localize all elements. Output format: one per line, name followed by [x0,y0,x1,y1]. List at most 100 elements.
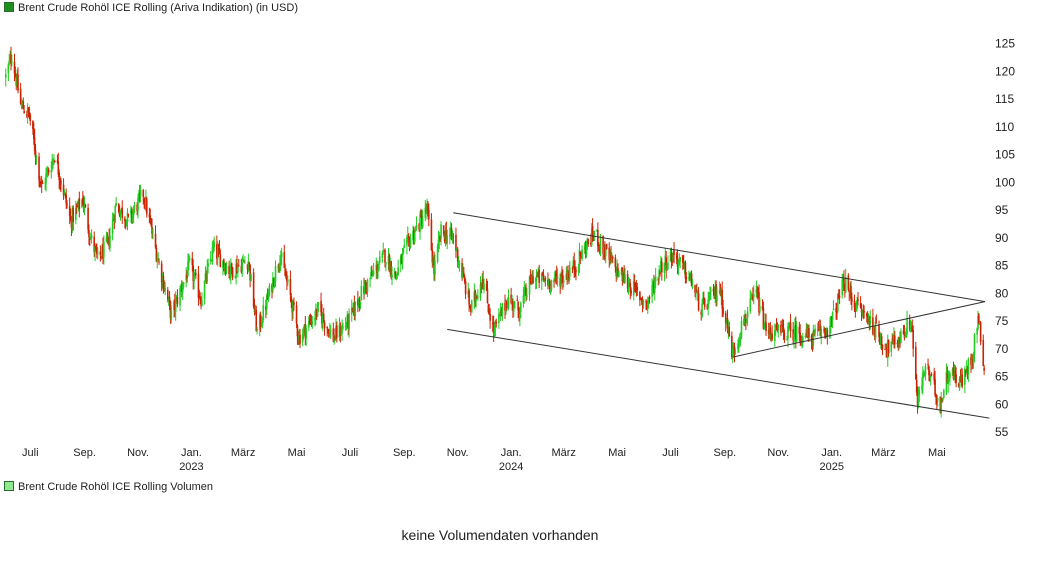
candle-body [710,290,712,292]
candle-body [856,299,858,309]
candle-body [59,181,61,183]
candle-body [970,356,972,365]
candle-body [174,299,177,312]
candle-body [933,373,935,381]
candle-body [256,329,258,331]
candle-body [788,325,790,328]
candle-body [378,256,381,263]
candle-body [63,191,66,195]
candle-body [188,259,190,264]
candle-body [205,273,208,281]
candle-body [516,300,519,302]
candle-body [413,233,416,242]
no-volume-message: keine Volumendaten vorhanden [401,527,599,543]
candle-body [712,288,715,292]
candle-body [654,276,657,282]
candle-body [395,274,398,279]
candle-body [544,278,547,281]
candle-body [236,263,238,273]
candle-body [280,253,283,258]
candle-body [32,129,35,139]
candle-body [168,296,171,303]
candle-body [793,334,795,342]
candle-body [242,258,244,261]
candle-body [792,329,794,341]
candle-body [124,222,127,227]
candle-body [696,290,698,293]
candle-body [531,275,533,284]
candle-body [957,383,960,387]
candle-body [701,303,703,317]
candle-body [765,322,767,332]
candle-body [707,299,710,309]
candle-body [109,235,111,248]
candle-body [943,390,945,399]
x-tick-label: Jan. [821,447,842,459]
candle-body [890,341,893,352]
candle-body [498,314,501,316]
candle-body [577,266,580,272]
candle-body [370,272,372,280]
candle-body [421,215,423,226]
candle-body [660,261,663,273]
candle-body [235,264,237,278]
candle-body [848,291,851,293]
x-tick-label: Mai [608,447,626,459]
candle-body [51,160,53,169]
candle-body [333,337,336,343]
candle-body [757,292,759,294]
candle-body [481,279,484,287]
candle-body [11,61,13,64]
candle-body [225,266,228,273]
candle-body [121,207,124,219]
candle-body [371,273,373,276]
candle-body [900,331,902,343]
candle-body [192,265,194,282]
candle-body [746,311,749,318]
candle-body [186,274,188,279]
candle-body [340,332,343,336]
candle-body [450,228,453,237]
candle-body [304,324,307,338]
candle-body [718,290,721,294]
candle-body [954,370,957,377]
candle-body [945,371,948,393]
candle-body [332,328,335,342]
candle-body [626,273,629,289]
x-tick-label: Sep. [393,447,416,459]
candle-body [526,295,528,298]
candle-body [463,272,465,277]
candle-body [265,295,268,310]
candle-body [927,364,929,366]
candle-body [763,327,766,329]
candle-body [917,395,920,406]
candle-body [652,283,654,285]
candle-body [84,205,87,208]
candle-body [559,278,561,287]
y-tick-label: 125 [995,37,1015,51]
candle-body [487,304,490,313]
candle-body [795,324,797,340]
candle-body [706,304,709,310]
candle-body [591,226,594,237]
candle-body [96,251,99,254]
candle-body [597,229,599,247]
candle-body [302,328,305,337]
candle-body [138,193,141,195]
trendline [732,301,986,358]
candle-body [480,283,483,286]
candle-body [103,241,105,258]
candle-body [517,301,519,311]
candle-body [289,279,292,296]
candle-body [486,289,489,304]
candle-body [359,301,362,304]
candle-body [217,248,220,250]
candle-body [879,336,882,344]
candle-body [284,268,286,276]
candle-body [90,235,93,239]
candle-body [213,242,216,248]
candle-body [976,328,978,335]
candle-body [462,272,464,279]
candle-body [389,263,392,274]
candle-body [44,183,46,185]
